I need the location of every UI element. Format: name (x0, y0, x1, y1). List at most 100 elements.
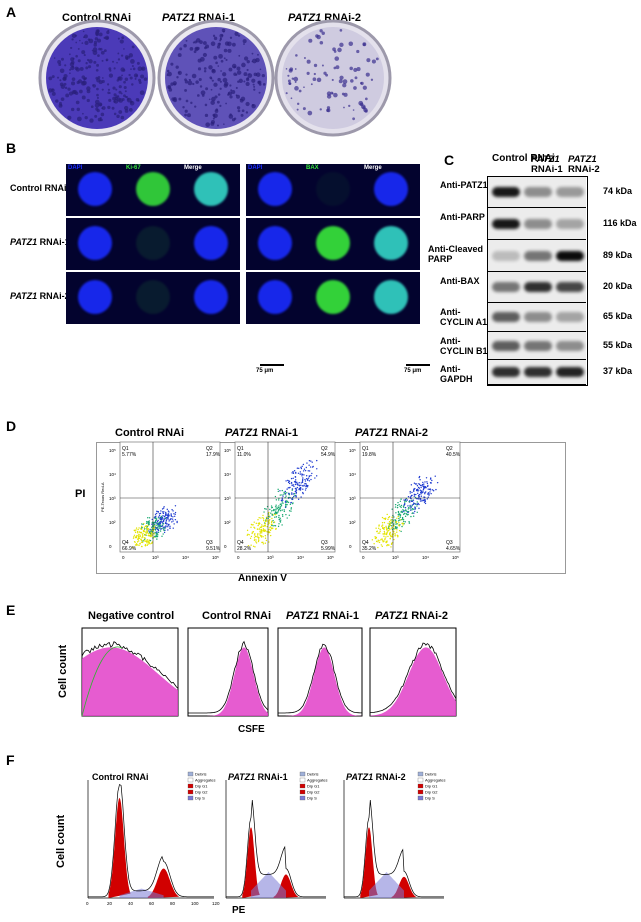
colony (83, 34, 88, 39)
colony (223, 123, 225, 125)
colony (210, 100, 215, 105)
micrograph: Ki-67 (124, 164, 182, 216)
histogram-fill (82, 647, 178, 716)
event-dot (425, 477, 428, 479)
event-dot (405, 509, 407, 511)
colony (137, 99, 140, 102)
x-tick-label: 0 (122, 555, 125, 560)
event-dot (383, 521, 386, 524)
colony (123, 85, 127, 90)
colony (138, 81, 142, 85)
event-dot (378, 541, 381, 544)
event-dot (425, 486, 427, 488)
colony (222, 72, 227, 77)
colony (93, 60, 97, 64)
colony (68, 53, 71, 56)
event-dot (169, 525, 171, 528)
event-dot (409, 490, 411, 493)
event-dot (148, 532, 150, 535)
event-dot (261, 532, 263, 534)
event-dot (173, 513, 175, 515)
colony (216, 124, 220, 127)
legend-label: Aggregates (425, 778, 445, 783)
legend-swatch (299, 777, 306, 783)
x-tick-label: 10⁴ (297, 555, 304, 560)
event-dot (137, 534, 139, 537)
event-dot (418, 483, 420, 485)
histogram-fill (370, 647, 456, 716)
colony (123, 80, 126, 84)
blot-band (556, 250, 584, 261)
panel-label-b: B (6, 140, 17, 156)
event-dot (171, 521, 173, 523)
colony (290, 97, 293, 100)
colony (97, 117, 102, 122)
panel-f-title-3: PATZ1 RNAi-2 (346, 772, 406, 782)
event-dot (422, 481, 424, 484)
histogram-fill (278, 647, 362, 716)
event-dot (422, 490, 424, 492)
blot-strip (488, 360, 586, 385)
blot-antibody-label: Anti-BAX (440, 276, 480, 286)
quadrant-name: Q3 (446, 540, 453, 546)
event-dot (423, 501, 426, 504)
event-dot (426, 493, 429, 495)
event-dot (156, 538, 158, 540)
event-dot (270, 505, 273, 507)
event-dot (263, 511, 265, 513)
colony (138, 78, 142, 82)
blot-band (492, 218, 520, 229)
event-dot (395, 521, 397, 523)
colony (219, 37, 222, 40)
event-dot (144, 538, 146, 540)
event-dot (135, 543, 138, 545)
event-dot (159, 516, 162, 519)
colony (59, 82, 64, 87)
x-tick-label: 10³ (392, 555, 399, 560)
micrograph-channel-label: DAPI (248, 165, 263, 171)
colony (360, 81, 364, 86)
quadrant-name: Q4 (237, 540, 244, 546)
blot-antibody-label: Anti-Cleaved PARP (428, 244, 484, 264)
colony (248, 73, 250, 75)
colony (67, 87, 71, 91)
event-dot (162, 515, 164, 517)
event-dot (146, 540, 149, 542)
colony (74, 34, 78, 37)
colony (134, 77, 137, 80)
event-dot (292, 502, 294, 504)
colony (202, 52, 208, 58)
legend-swatch (417, 771, 424, 777)
event-dot (285, 513, 287, 516)
event-dot (146, 539, 149, 541)
x-tick-label: 10⁵ (212, 555, 219, 560)
colony (94, 99, 100, 105)
event-dot (411, 512, 414, 514)
event-dot (431, 489, 434, 491)
event-dot (282, 502, 284, 504)
event-dot (291, 472, 293, 474)
event-dot (264, 522, 267, 525)
colony (310, 83, 313, 86)
colony (130, 59, 135, 64)
flow-scatter-plots: Q15.77%Q217.9%Q466.9%Q39.51%10⁵10⁴10³10²… (100, 441, 461, 560)
event-dot (169, 518, 172, 520)
event-dot (165, 511, 167, 514)
event-dot (163, 531, 166, 534)
colony (123, 105, 129, 111)
event-dot (174, 513, 176, 515)
event-dot (157, 522, 159, 524)
colony (326, 91, 332, 96)
event-dot (269, 526, 271, 529)
colony (177, 53, 182, 58)
blot-band (492, 312, 520, 322)
event-dot (153, 533, 155, 535)
colony (252, 58, 257, 64)
event-dot (153, 526, 155, 528)
colony (107, 91, 110, 95)
colony (101, 88, 104, 91)
colony (63, 82, 67, 86)
event-dot (291, 493, 293, 495)
micrograph: DAPI (66, 164, 124, 216)
